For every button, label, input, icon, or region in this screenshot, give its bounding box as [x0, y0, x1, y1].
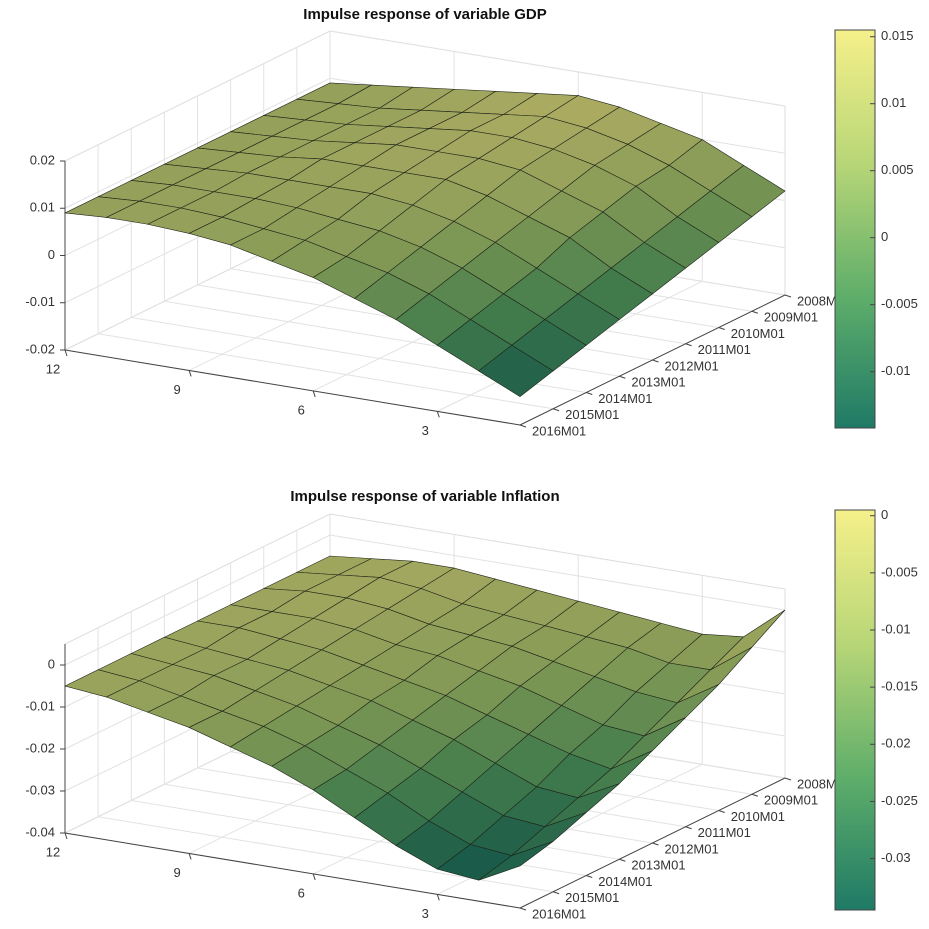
x-tick	[64, 832, 68, 840]
z-tick-label: -0.01	[25, 698, 55, 713]
x-tick	[436, 894, 440, 901]
z-tick-label: 0	[48, 247, 55, 262]
y-tick-label: 2015M01	[565, 890, 619, 905]
x-tick-label: 3	[422, 423, 429, 438]
y-tick-label: 2014M01	[598, 391, 652, 406]
x-tick-label: 12	[46, 844, 60, 859]
x-tick	[312, 873, 316, 881]
x-tick	[188, 853, 192, 860]
surface-patch	[478, 841, 554, 881]
y-tick	[685, 826, 692, 830]
x-axis	[64, 832, 521, 909]
colorbar-tick-label: 0	[881, 507, 888, 522]
x-tick	[312, 390, 316, 398]
y-tick	[552, 408, 560, 412]
chart-title: Impulse response of variable GDP	[303, 6, 546, 23]
x-tick-label: 6	[298, 402, 305, 417]
y-tick	[586, 875, 593, 878]
colorbar-tick-label: 0.01	[881, 95, 906, 110]
y-tick	[586, 392, 593, 395]
z-tick-label: -0.03	[25, 782, 55, 797]
y-tick	[619, 858, 626, 862]
colorbar-tick-label: -0.02	[881, 736, 911, 751]
colorbar-tick-label: -0.005	[881, 564, 918, 579]
x-tick-label: 12	[46, 361, 60, 376]
colorbar-tick-label: 0.015	[881, 28, 914, 43]
colorbar-tick-label: -0.03	[881, 850, 911, 865]
y-tick-label: 2010M01	[731, 809, 785, 824]
z-tick-label: -0.02	[25, 740, 55, 755]
x-tick-label: 9	[173, 865, 180, 880]
y-tick	[619, 375, 626, 379]
y-tick-label: 2013M01	[631, 858, 685, 873]
y-tick-label: 2009M01	[764, 310, 818, 325]
y-tick	[751, 310, 759, 314]
y-tick	[652, 842, 659, 846]
y-tick	[552, 891, 560, 895]
y-tick-label: 2012M01	[665, 358, 719, 373]
x-tick-label: 6	[298, 885, 305, 900]
x-tick	[436, 411, 440, 418]
z-tick-label: 0	[48, 656, 55, 671]
z-tick-label: 0.01	[30, 200, 55, 215]
y-tick-label: 2013M01	[631, 375, 685, 390]
y-tick	[519, 424, 527, 428]
colorbar	[834, 29, 876, 429]
y-tick	[784, 294, 792, 298]
chart-title: Impulse response of variable Inflation	[290, 488, 559, 505]
z-tick-label: -0.01	[25, 294, 55, 309]
surface-patch	[478, 344, 554, 398]
y-tick	[685, 343, 692, 347]
z-tick-label: 0.02	[30, 152, 55, 167]
x-tick	[64, 349, 68, 357]
colorbar-tick-label: 0	[881, 229, 888, 244]
y-tick-label: 2011M01	[698, 825, 751, 840]
colorbar-tick-label: -0.015	[881, 679, 918, 694]
y-tick-label: 2015M01	[565, 407, 619, 422]
z-tick-label: -0.04	[25, 824, 55, 839]
y-tick-label: 2011M01	[698, 342, 751, 357]
colorbar-tick-label: 0.005	[881, 162, 914, 177]
y-tick-label: 2010M01	[731, 326, 785, 341]
colorbar-tick-label: -0.01	[881, 621, 911, 636]
y-tick	[652, 359, 659, 363]
y-tick	[784, 777, 792, 781]
y-tick-label: 2014M01	[598, 874, 652, 889]
z-tick-label: -0.02	[25, 341, 55, 356]
colorbar	[834, 509, 876, 911]
x-axis	[64, 349, 521, 426]
y-tick	[718, 327, 725, 330]
x-tick-label: 3	[422, 906, 429, 921]
y-tick	[718, 810, 725, 813]
y-tick-label: 2009M01	[764, 793, 818, 808]
y-tick	[751, 793, 759, 797]
colorbar-tick-label: -0.025	[881, 793, 918, 808]
y-tick	[519, 907, 527, 911]
y-tick-label: 2016M01	[532, 423, 586, 438]
y-tick-label: 2012M01	[665, 841, 719, 856]
colorbar-tick-label: -0.01	[881, 363, 911, 378]
colorbar-tick-label: -0.005	[881, 296, 918, 311]
x-tick-label: 9	[173, 382, 180, 397]
y-tick-label: 2016M01	[532, 906, 586, 921]
x-tick	[188, 370, 192, 377]
